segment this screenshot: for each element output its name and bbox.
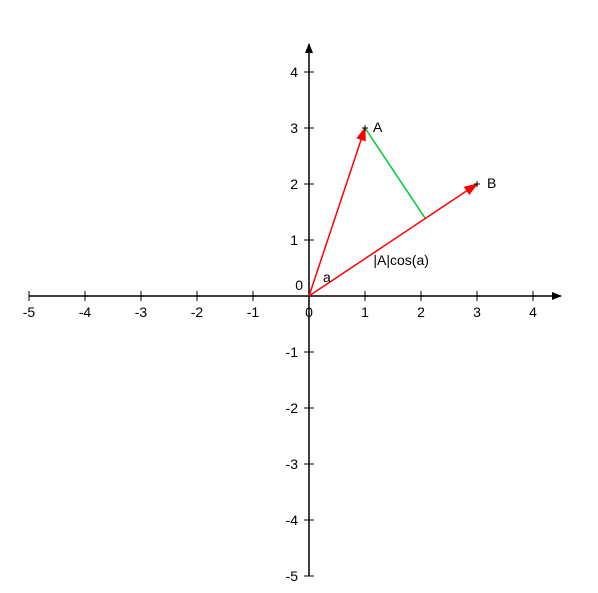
x-tick-label: 0 — [305, 304, 313, 320]
y-tick-label: -1 — [286, 344, 299, 360]
y-tick-label: -5 — [286, 568, 299, 584]
origin-label: 0 — [295, 277, 303, 293]
x-tick-label: -1 — [247, 304, 260, 320]
y-tick-label: 3 — [290, 120, 298, 136]
x-tick-label: 3 — [473, 304, 481, 320]
vector-b — [309, 184, 477, 296]
vector-projection-chart: -5 -4 -3 -2 -1 0 1 2 3 4 -5 -4 -3 -2 -1 1 2 3 4 0 A Ba |A|cos(… — [0, 0, 598, 593]
vector-a — [309, 128, 365, 296]
x-tick-label: 1 — [361, 304, 369, 320]
x-tick-label: 4 — [529, 304, 537, 320]
vector-b-label: B — [487, 175, 496, 191]
y-tick-label: -2 — [286, 400, 299, 416]
vector-a-label: A — [373, 119, 383, 135]
x-tick-label: -2 — [191, 304, 204, 320]
x-tick-label: -5 — [23, 304, 36, 320]
x-tick-label: -4 — [79, 304, 92, 320]
x-tick-label: 2 — [417, 304, 425, 320]
y-tick-label: 2 — [290, 176, 298, 192]
y-tick-label: -4 — [286, 512, 299, 528]
y-tick-label: -3 — [286, 456, 299, 472]
angle-label: a — [323, 269, 331, 285]
projection-label: |A|cos(a) — [373, 252, 429, 268]
y-tick-label: 1 — [290, 232, 298, 248]
projection-line — [365, 128, 425, 218]
x-tick-label: -3 — [135, 304, 148, 320]
y-tick-label: 4 — [290, 64, 298, 80]
